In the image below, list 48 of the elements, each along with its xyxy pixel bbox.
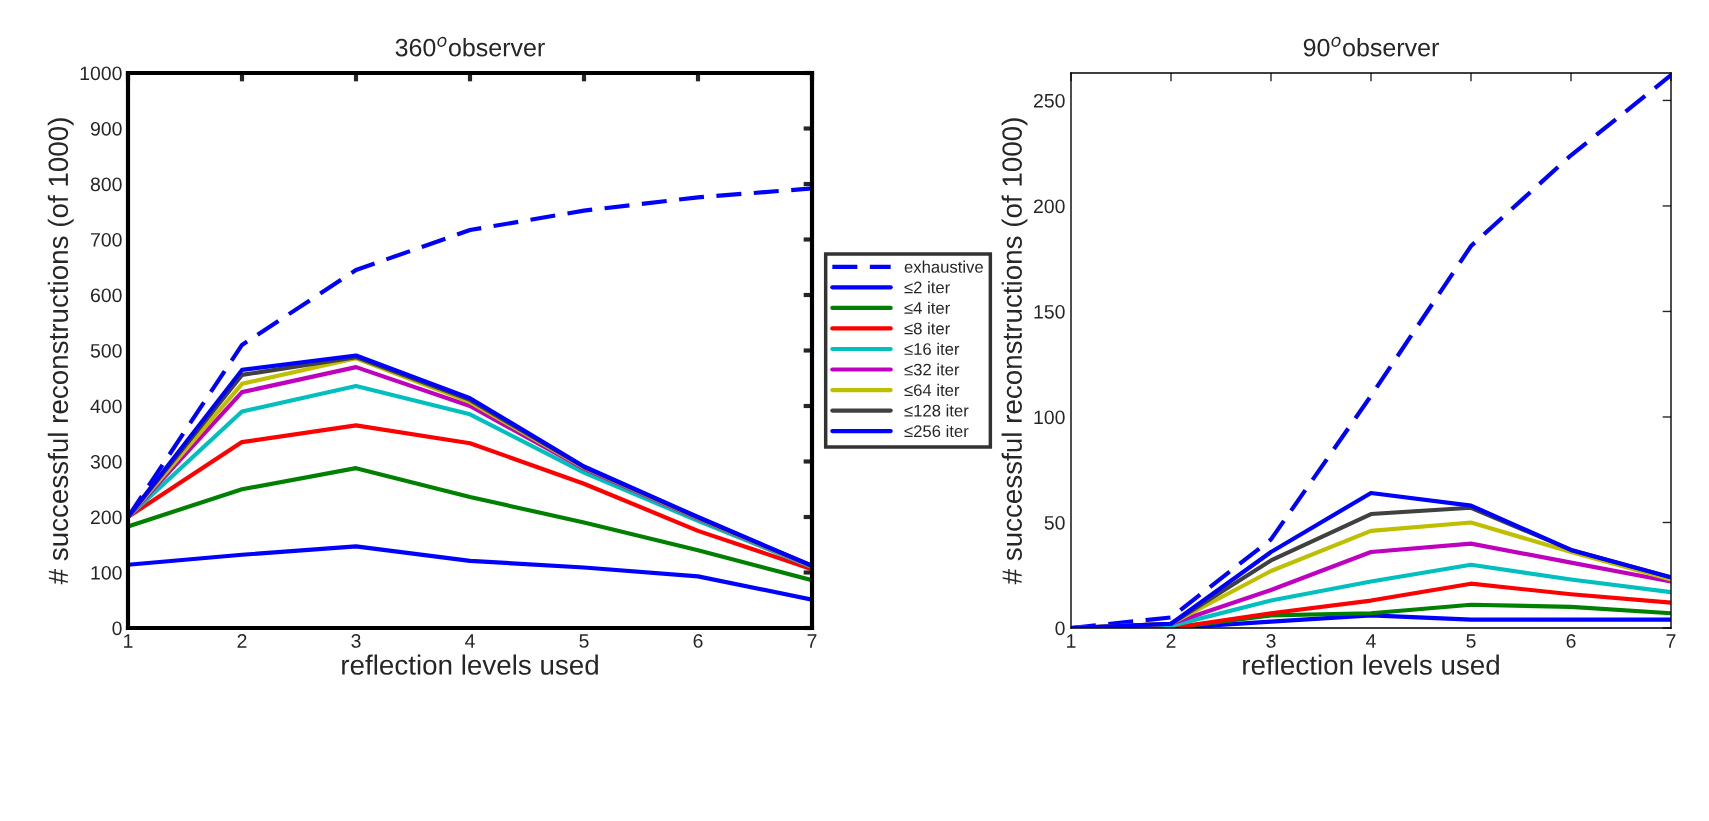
chart-title: 360$^{o}$observer bbox=[395, 36, 545, 57]
y-tick-label: 250 bbox=[1033, 93, 1065, 108]
legend-label: ≤256 iter bbox=[904, 424, 969, 438]
x-tick-label: 6 bbox=[1566, 634, 1576, 648]
y-tick-label: 600 bbox=[90, 288, 122, 303]
x-tick-label: 4 bbox=[1366, 634, 1376, 648]
chart-title: 90$^{o}$observer bbox=[1303, 36, 1439, 57]
y-axis-title: # successful reconstructions (of 1000) bbox=[1001, 118, 1028, 585]
x-tick-label: 7 bbox=[807, 634, 817, 648]
x-tick-label: 3 bbox=[1266, 634, 1276, 648]
x-tick-label: 3 bbox=[351, 634, 361, 648]
y-tick-label: 0 bbox=[112, 621, 122, 636]
y-tick-label: 500 bbox=[90, 343, 122, 358]
x-tick-label: 5 bbox=[579, 634, 589, 648]
y-tick-label: 50 bbox=[1044, 515, 1065, 530]
y-tick-label: 200 bbox=[90, 510, 122, 525]
y-tick-label: 0 bbox=[1055, 621, 1065, 636]
y-axis-title: # successful reconstructions (of 1000) bbox=[47, 118, 74, 585]
x-tick-label: 7 bbox=[1666, 634, 1676, 648]
x-axis-title: reflection levels used bbox=[342, 654, 598, 675]
y-tick-label: 800 bbox=[90, 177, 122, 192]
y-tick-label: 1000 bbox=[80, 66, 122, 81]
y-tick-label: 200 bbox=[1033, 199, 1065, 214]
y-tick-label: 100 bbox=[91, 565, 122, 580]
y-tick-label: 100 bbox=[1034, 410, 1065, 425]
line-series bbox=[128, 544, 812, 602]
x-tick-label: 1 bbox=[124, 634, 133, 648]
legend-label: ≤16 iter bbox=[904, 342, 960, 355]
x-tick-label: 4 bbox=[465, 634, 475, 648]
legend-label: ≤8 iter bbox=[904, 322, 950, 335]
legend-label: ≤4 iter bbox=[904, 301, 950, 314]
legend-label: ≤32 iter bbox=[904, 363, 960, 376]
x-tick-label: 2 bbox=[1166, 634, 1176, 648]
y-tick-label: 700 bbox=[91, 232, 122, 247]
legend-label: ≤2 iter bbox=[904, 281, 950, 294]
x-tick-label: 2 bbox=[237, 634, 247, 648]
x-tick-label: 6 bbox=[693, 634, 703, 648]
legend-label: exhaustive bbox=[904, 260, 983, 273]
y-tick-label: 400 bbox=[90, 399, 122, 414]
line-series bbox=[128, 466, 812, 583]
y-tick-label: 300 bbox=[90, 454, 122, 469]
legend-label: ≤128 iter bbox=[904, 404, 969, 417]
x-tick-label: 1 bbox=[1067, 634, 1076, 648]
y-tick-label: 150 bbox=[1034, 304, 1065, 319]
x-tick-label: 5 bbox=[1466, 634, 1476, 648]
x-axis-title: reflection levels used bbox=[1243, 654, 1499, 675]
legend-label: ≤64 iter bbox=[904, 383, 960, 397]
y-tick-label: 900 bbox=[90, 121, 122, 136]
